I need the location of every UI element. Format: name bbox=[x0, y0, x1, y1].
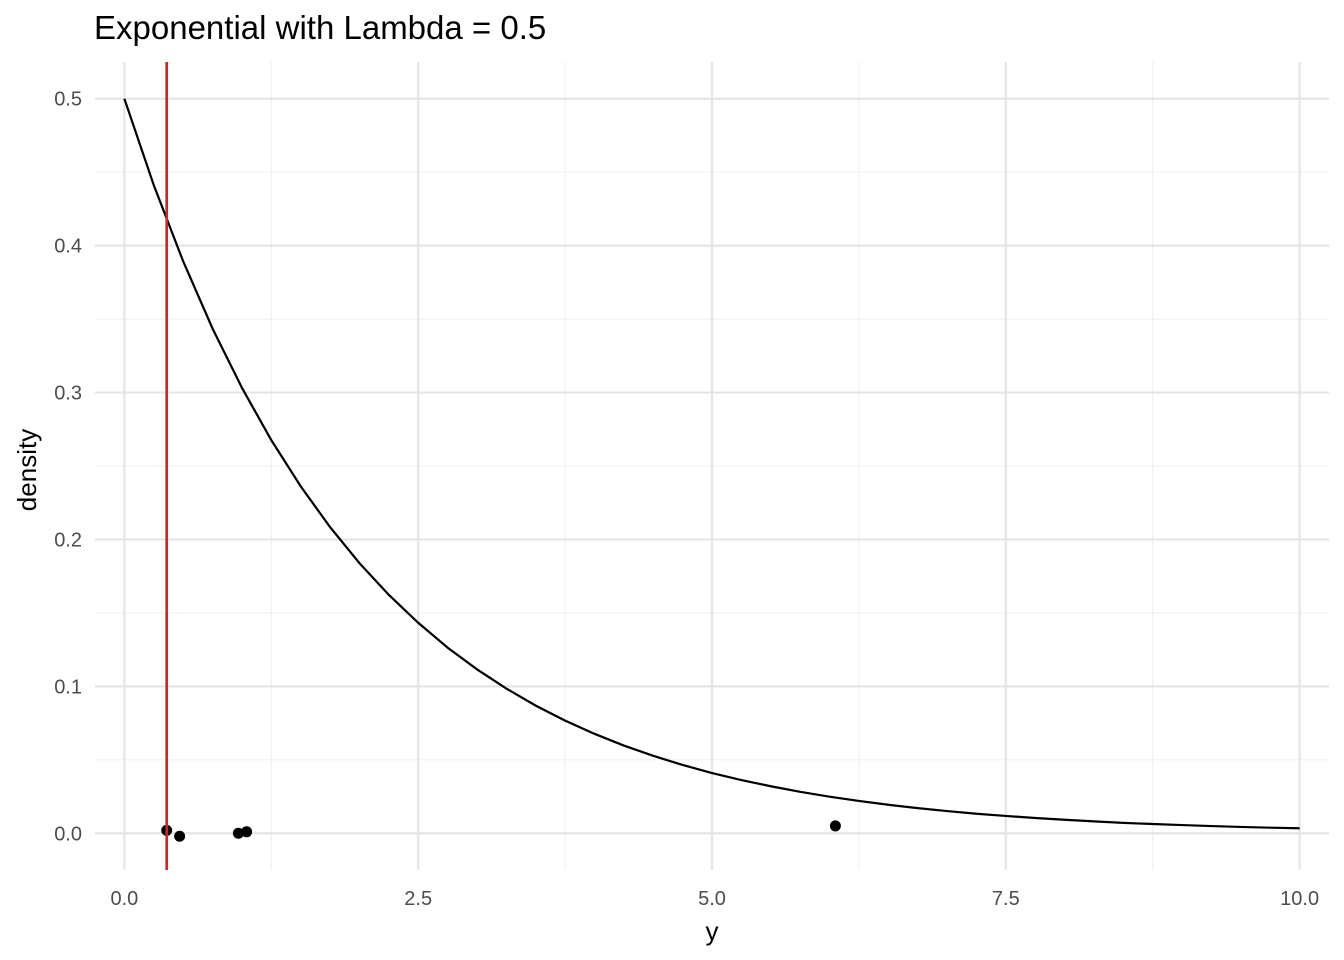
x-tick-labels: 0.0 2.5 5.0 7.5 10.0 bbox=[110, 888, 1319, 910]
sample-point bbox=[232, 827, 244, 839]
y-tick-label: 0.3 bbox=[54, 383, 82, 405]
x-tick-label: 0.0 bbox=[110, 888, 138, 910]
y-axis-title: density bbox=[12, 429, 42, 511]
x-axis-title: y bbox=[706, 916, 719, 946]
y-tick-label: 0.2 bbox=[54, 529, 82, 551]
y-tick-label: 0.0 bbox=[54, 823, 82, 845]
x-tick-label: 2.5 bbox=[404, 888, 432, 910]
sample-points bbox=[161, 820, 841, 842]
x-tick-label: 5.0 bbox=[698, 888, 726, 910]
density-curve bbox=[123, 98, 1300, 830]
chart-title: Exponential with Lambda = 0.5 bbox=[94, 9, 546, 46]
sample-point bbox=[174, 830, 186, 842]
y-tick-label: 0.5 bbox=[54, 89, 82, 111]
sample-point bbox=[241, 826, 253, 838]
x-tick-label: 7.5 bbox=[992, 888, 1020, 910]
x-tick-label: 10.0 bbox=[1280, 888, 1319, 910]
y-tick-label: 0.4 bbox=[54, 236, 82, 258]
plot-area bbox=[123, 62, 1300, 870]
y-tick-label: 0.1 bbox=[54, 676, 82, 698]
sample-point bbox=[829, 820, 841, 832]
y-tick-labels: 0.0 0.1 0.2 0.3 0.4 0.5 bbox=[54, 89, 82, 846]
major-gridlines bbox=[95, 62, 1329, 870]
